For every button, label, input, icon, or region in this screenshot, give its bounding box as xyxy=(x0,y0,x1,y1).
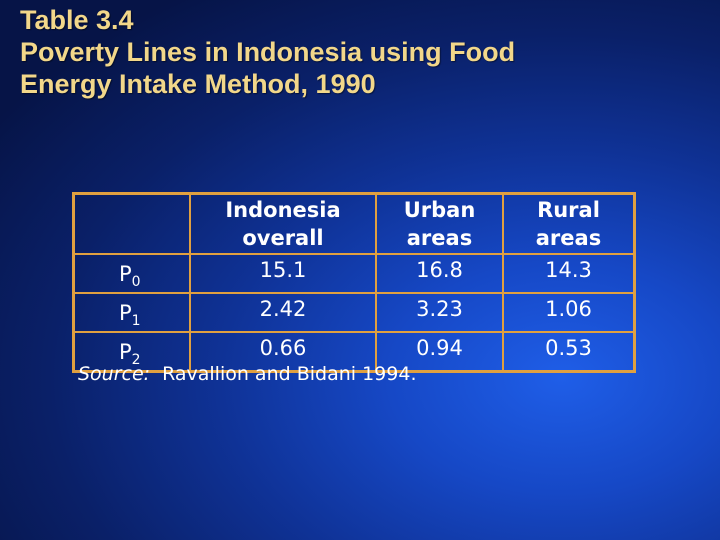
cell-p1-rural: 1.06 xyxy=(502,292,636,333)
slide-title: Table 3.4 Poverty Lines in Indonesia usi… xyxy=(20,4,515,100)
source-label: Source: xyxy=(78,363,151,385)
header-urban-areas: Urban areas xyxy=(375,192,504,255)
table-source-note: Source: Ravallion and Bidani 1994. xyxy=(78,363,417,385)
table-row-p0: P0 15.1 16.8 14.3 xyxy=(72,253,636,294)
table-header-row: Indonesia overall Urban areas Rural area… xyxy=(72,192,636,255)
cell-p2-overall: 0.66 xyxy=(189,331,377,373)
cell-p2-urban: 0.94 xyxy=(375,331,504,373)
cell-p0-rural: 14.3 xyxy=(502,253,636,294)
cell-p2-rural: 0.53 xyxy=(502,331,636,373)
title-line-3: Energy Intake Method, 1990 xyxy=(20,69,376,99)
table-row-p2: P2 0.66 0.94 0.53 xyxy=(72,331,636,373)
row-label-p1: P1 xyxy=(72,292,191,333)
poverty-lines-table: Indonesia overall Urban areas Rural area… xyxy=(72,192,636,373)
cell-p1-overall: 2.42 xyxy=(189,292,377,333)
title-line-1: Table 3.4 xyxy=(20,5,134,35)
table-row-p1: P1 2.42 3.23 1.06 xyxy=(72,292,636,333)
header-rural-areas: Rural areas xyxy=(502,192,636,255)
header-indonesia-overall: Indonesia overall xyxy=(189,192,377,255)
title-line-2: Poverty Lines in Indonesia using Food xyxy=(20,37,516,67)
cell-p1-urban: 3.23 xyxy=(375,292,504,333)
row-label-p0: P0 xyxy=(72,253,191,294)
poverty-table-container: Indonesia overall Urban areas Rural area… xyxy=(72,192,636,373)
header-empty-cell xyxy=(72,192,191,255)
source-text: Ravallion and Bidani 1994. xyxy=(162,363,417,385)
row-label-p2: P2 xyxy=(72,331,191,373)
cell-p0-urban: 16.8 xyxy=(375,253,504,294)
cell-p0-overall: 15.1 xyxy=(189,253,377,294)
